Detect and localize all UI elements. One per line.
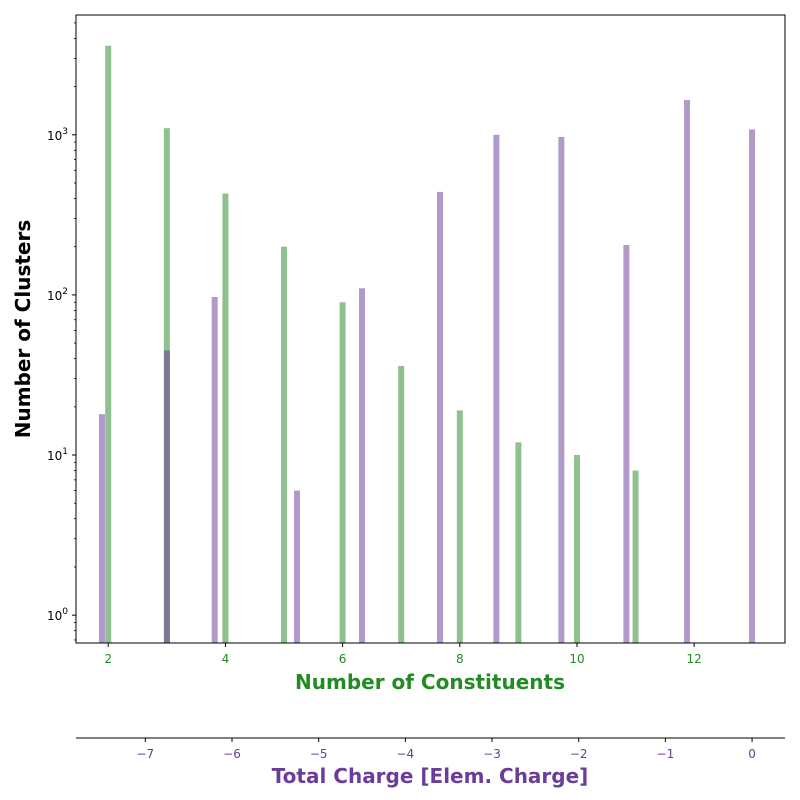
- x2-tick-label: −5: [310, 747, 328, 761]
- x2-tick-label: −4: [397, 747, 415, 761]
- x-tick-label: 6: [339, 652, 347, 666]
- x-axis-title: Number of Constituents: [295, 670, 565, 694]
- y-axis-title: Number of Clusters: [11, 220, 35, 439]
- overlap-bar: [164, 350, 170, 643]
- y-tick-label: 102: [47, 287, 68, 303]
- x-tick-label: 8: [456, 652, 464, 666]
- constituents-bar: [339, 302, 346, 643]
- secondary-x-axis-title: Total Charge [Elem. Charge]: [272, 764, 589, 788]
- constituents-bar: [281, 246, 288, 644]
- charge-bar: [437, 191, 444, 643]
- x2-tick-label: −2: [570, 747, 588, 761]
- y-tick-label: 100: [47, 607, 68, 623]
- constituents-bar: [105, 45, 112, 643]
- charge-bar: [684, 99, 691, 643]
- x-tick-label: 2: [104, 652, 112, 666]
- x2-tick-label: −7: [136, 747, 154, 761]
- constituents-bar: [222, 193, 229, 644]
- y-axis: 100 101 102 103: [47, 22, 76, 641]
- charge-bar: [359, 288, 366, 643]
- x2-tick-label: 0: [748, 747, 756, 761]
- constituents-bar: [398, 365, 405, 643]
- charge-bars: [99, 99, 756, 644]
- x-axis-constituents: 2 4 6 8 10 12: [104, 643, 702, 666]
- constituents-bar: [456, 410, 463, 643]
- x-tick-label: 10: [569, 652, 584, 666]
- x2-tick-label: −6: [223, 747, 241, 761]
- x2-tick-label: −3: [483, 747, 501, 761]
- y-tick-label: 101: [47, 447, 68, 463]
- charge-bar: [294, 490, 301, 643]
- x-tick-label: 12: [687, 652, 702, 666]
- charge-bar: [99, 414, 106, 643]
- constituents-bar: [573, 455, 580, 643]
- charge-bar: [749, 129, 756, 643]
- charge-bar: [558, 136, 565, 644]
- constituents-bar: [515, 442, 522, 643]
- charge-bar: [211, 297, 218, 643]
- x-axis-total-charge: −7 −6 −5 −4 −3 −2 −1 0: [76, 737, 785, 761]
- y-tick-label: 103: [47, 127, 68, 143]
- x-tick-label: 4: [222, 652, 230, 666]
- x2-tick-label: −1: [657, 747, 675, 761]
- charge-bar: [623, 244, 630, 643]
- charge-bar: [493, 134, 500, 643]
- plot-frame: [75, 14, 786, 644]
- constituents-bar: [632, 470, 639, 643]
